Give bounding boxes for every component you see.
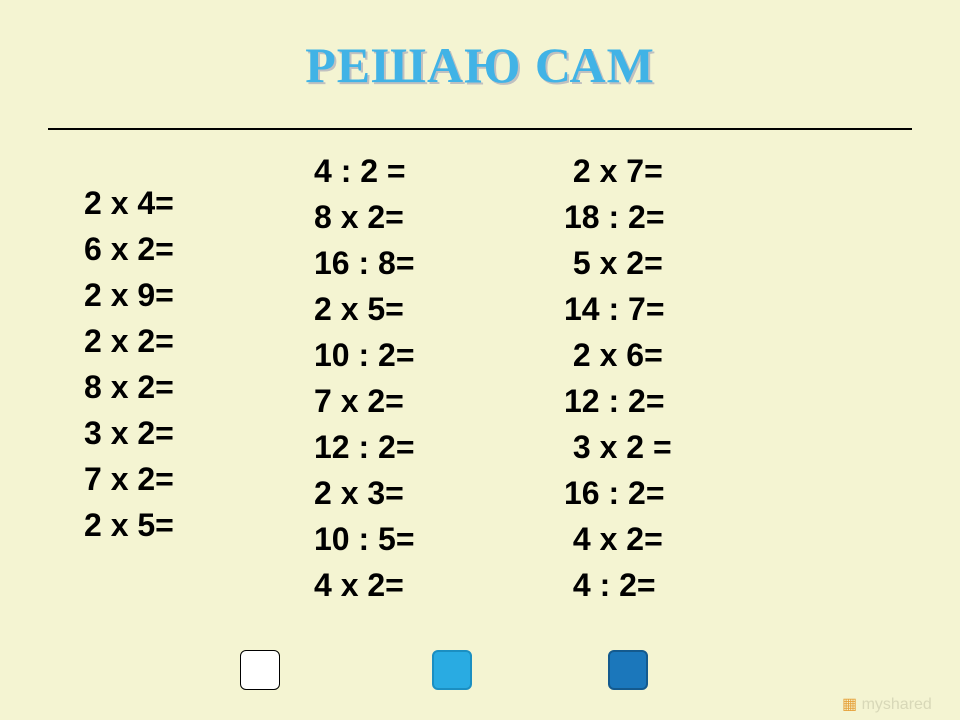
problem-item: 10 : 2= [314, 332, 415, 378]
problem-item: 2 х 7= [564, 148, 672, 194]
problem-item: 10 : 5= [314, 516, 415, 562]
presentation-icon: ▦ [842, 696, 857, 713]
problem-item: 8 х 2= [314, 194, 415, 240]
problem-item: 2 х 5= [314, 286, 415, 332]
watermark-text: myshared [862, 696, 932, 713]
problem-item: 8 х 2= [84, 364, 174, 410]
watermark: ▦ myshared [842, 694, 932, 714]
nav-button-prev[interactable] [240, 650, 280, 690]
problem-item: 16 : 2= [564, 470, 672, 516]
problem-item: 18 : 2= [564, 194, 672, 240]
nav-button-next[interactable] [608, 650, 648, 690]
problem-item: 2 х 6= [564, 332, 672, 378]
problem-item: 6 х 2= [84, 226, 174, 272]
problem-item: 4 х 2= [314, 562, 415, 608]
problem-item: 16 : 8= [314, 240, 415, 286]
title-underline [48, 128, 912, 130]
problem-item: 12 : 2= [314, 424, 415, 470]
problem-item: 7 х 2= [84, 456, 174, 502]
problem-item: 4 : 2 = [314, 148, 415, 194]
problem-item: 3 х 2 = [564, 424, 672, 470]
problems-column-1: 2 х 4=6 х 2=2 х 9=2 х 2=8 х 2=3 х 2=7 х … [84, 180, 174, 548]
problem-item: 4 х 2= [564, 516, 672, 562]
problem-item: 3 х 2= [84, 410, 174, 456]
problem-item: 2 х 9= [84, 272, 174, 318]
problem-item: 4 : 2= [564, 562, 672, 608]
problem-item: 2 х 5= [84, 502, 174, 548]
problem-item: 7 х 2= [314, 378, 415, 424]
problem-item: 2 х 4= [84, 180, 174, 226]
problem-item: 12 : 2= [564, 378, 672, 424]
problem-item: 2 х 3= [314, 470, 415, 516]
slide-title: РЕШАЮ САМ [0, 36, 960, 94]
problem-item: 2 х 2= [84, 318, 174, 364]
problem-item: 5 х 2= [564, 240, 672, 286]
slide: РЕШАЮ САМ 2 х 4=6 х 2=2 х 9=2 х 2=8 х 2=… [0, 0, 960, 720]
problems-column-2: 4 : 2 =8 х 2=16 : 8=2 х 5=10 : 2=7 х 2=1… [314, 148, 415, 608]
title-text: РЕШАЮ САМ [305, 37, 655, 93]
problem-item: 14 : 7= [564, 286, 672, 332]
problems-column-3: 2 х 7=18 : 2= 5 х 2=14 : 7= 2 х 6=12 : 2… [564, 148, 672, 608]
nav-button-mid[interactable] [432, 650, 472, 690]
